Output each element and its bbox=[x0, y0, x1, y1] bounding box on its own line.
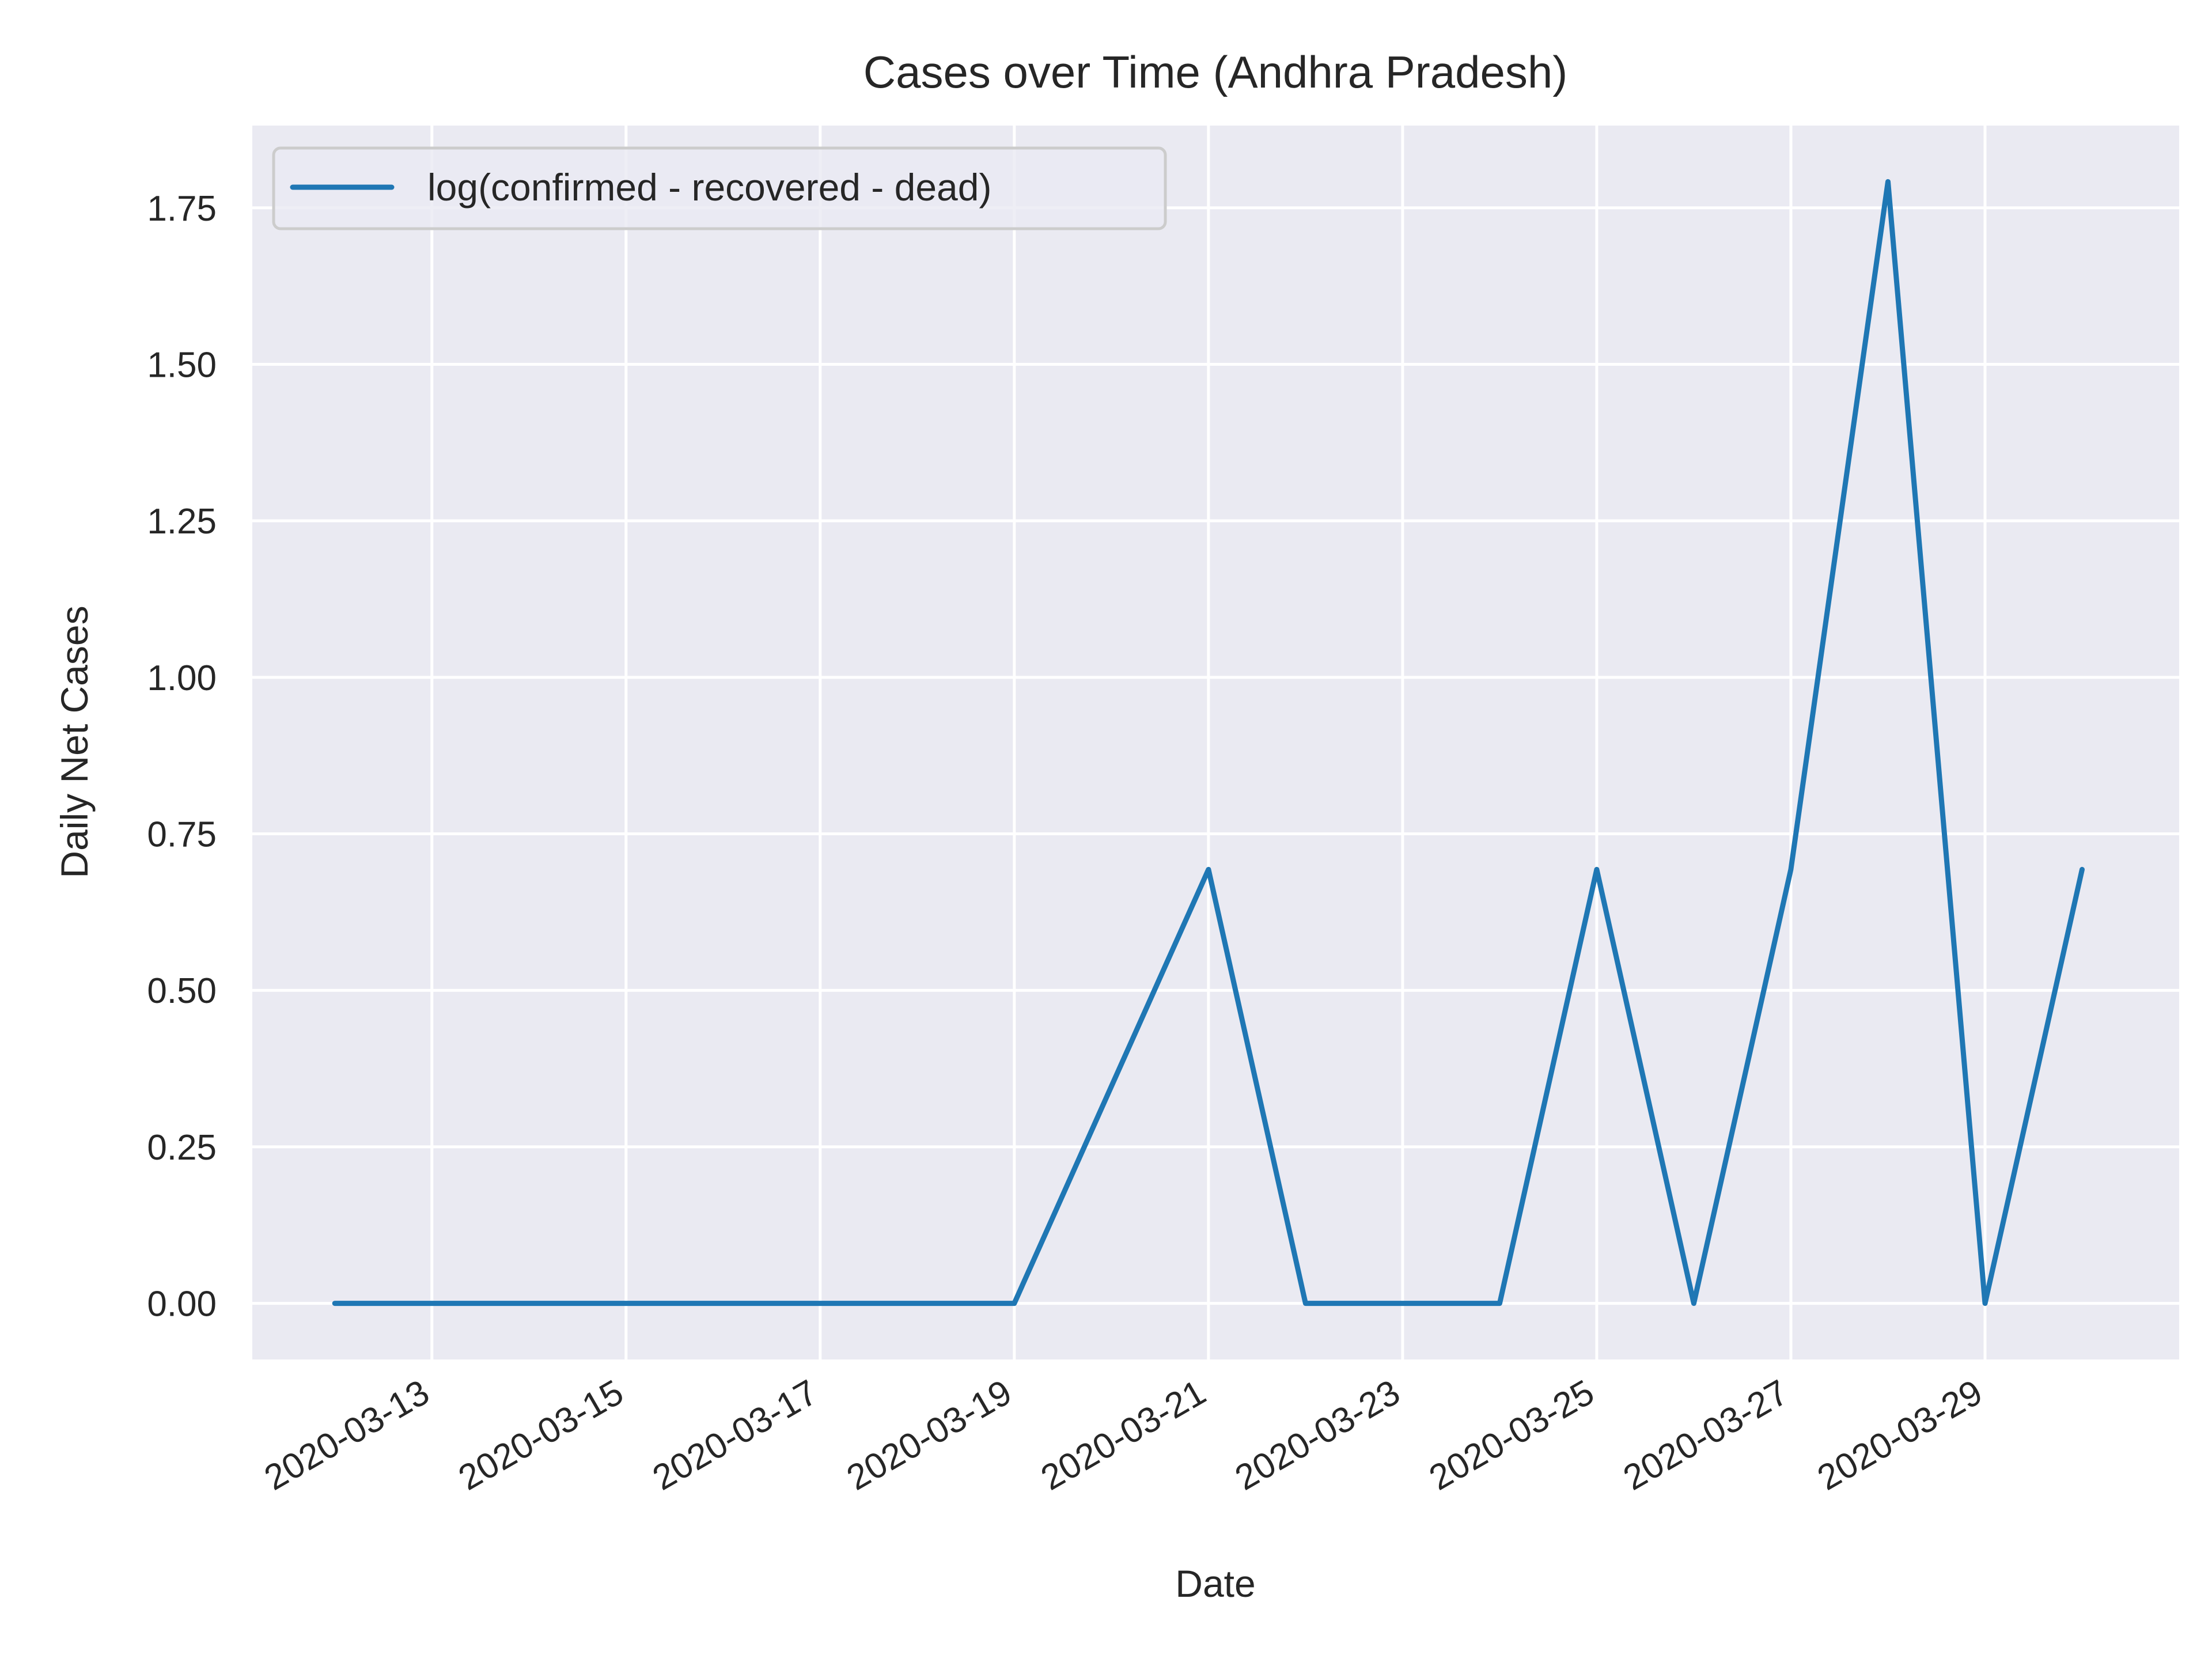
y-tick-label: 1.50 bbox=[147, 345, 217, 385]
y-gridlines bbox=[252, 206, 2179, 1305]
x-tick-label: 2020-03-29 bbox=[1811, 1372, 1989, 1498]
legend-label: log(confirmed - recovered - dead) bbox=[427, 166, 991, 209]
x-tick-label: 2020-03-21 bbox=[1035, 1372, 1213, 1498]
y-tick-label: 1.75 bbox=[147, 189, 217, 229]
legend: log(confirmed - recovered - dead) bbox=[272, 146, 1167, 230]
x-tick-label: 2020-03-27 bbox=[1617, 1372, 1795, 1498]
y-tick-label: 1.00 bbox=[147, 658, 217, 698]
x-tick-label: 2020-03-13 bbox=[258, 1372, 436, 1498]
y-tick-labels: 0.00 0.25 0.50 0.75 1.00 1.25 1.50 1.75 bbox=[147, 189, 217, 1324]
x-axis-label: Date bbox=[1175, 1562, 1255, 1605]
x-tick-label: 2020-03-17 bbox=[646, 1372, 824, 1498]
x-tick-label: 2020-03-19 bbox=[840, 1372, 1018, 1498]
x-tick-label: 2020-03-15 bbox=[452, 1372, 630, 1498]
x-tick-label: 2020-03-25 bbox=[1423, 1372, 1601, 1498]
x-tick-labels: 2020-03-13 2020-03-15 2020-03-17 2020-03-19… bbox=[258, 1372, 1989, 1498]
x-tick-label: 2020-03-23 bbox=[1229, 1372, 1407, 1498]
plot-area bbox=[252, 126, 2179, 1359]
x-gridlines bbox=[430, 126, 1987, 1359]
y-axis-label: Daily Net Cases bbox=[53, 605, 96, 878]
legend-box bbox=[272, 146, 1167, 230]
y-tick-label: 0.50 bbox=[147, 971, 217, 1011]
y-tick-label: 0.75 bbox=[147, 815, 217, 855]
y-tick-label: 0.25 bbox=[147, 1128, 217, 1168]
chart-title: Cases over Time (Andhra Pradesh) bbox=[863, 47, 1568, 97]
y-tick-label: 1.25 bbox=[147, 502, 217, 541]
series-line bbox=[332, 179, 2085, 1306]
y-tick-label: 0.00 bbox=[147, 1285, 217, 1324]
